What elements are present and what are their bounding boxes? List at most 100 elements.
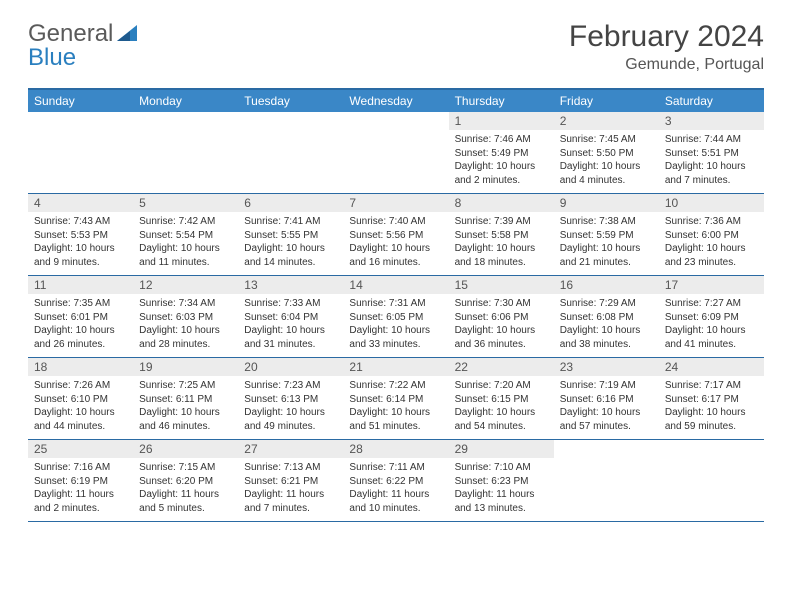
day-number: 20 bbox=[238, 358, 343, 376]
day1-text: Daylight: 10 hours bbox=[665, 160, 758, 174]
day-details: Sunrise: 7:45 AMSunset: 5:50 PMDaylight:… bbox=[554, 130, 659, 193]
day-cell: 27Sunrise: 7:13 AMSunset: 6:21 PMDayligh… bbox=[238, 440, 343, 521]
day1-text: Daylight: 11 hours bbox=[455, 488, 548, 502]
sunrise-text: Sunrise: 7:41 AM bbox=[244, 215, 337, 229]
sunrise-text: Sunrise: 7:22 AM bbox=[349, 379, 442, 393]
day1-text: Daylight: 11 hours bbox=[34, 488, 127, 502]
day-number: 23 bbox=[554, 358, 659, 376]
day2-text: and 10 minutes. bbox=[349, 502, 442, 516]
sunrise-text: Sunrise: 7:10 AM bbox=[455, 461, 548, 475]
sunset-text: Sunset: 5:51 PM bbox=[665, 147, 758, 161]
day-number: 8 bbox=[449, 194, 554, 212]
page-header: General Blue February 2024 Gemunde, Port… bbox=[28, 20, 764, 74]
day2-text: and 5 minutes. bbox=[139, 502, 232, 516]
weekday-header: Wednesday bbox=[343, 90, 448, 112]
day-details: Sunrise: 7:40 AMSunset: 5:56 PMDaylight:… bbox=[343, 212, 448, 275]
day1-text: Daylight: 10 hours bbox=[349, 324, 442, 338]
day2-text: and 16 minutes. bbox=[349, 256, 442, 270]
day1-text: Daylight: 10 hours bbox=[560, 324, 653, 338]
day-number: 14 bbox=[343, 276, 448, 294]
sunset-text: Sunset: 6:08 PM bbox=[560, 311, 653, 325]
day-details: Sunrise: 7:15 AMSunset: 6:20 PMDaylight:… bbox=[133, 458, 238, 521]
day1-text: Daylight: 10 hours bbox=[455, 406, 548, 420]
day1-text: Daylight: 10 hours bbox=[139, 324, 232, 338]
day2-text: and 46 minutes. bbox=[139, 420, 232, 434]
day2-text: and 23 minutes. bbox=[665, 256, 758, 270]
day-cell: 20Sunrise: 7:23 AMSunset: 6:13 PMDayligh… bbox=[238, 358, 343, 439]
sunrise-text: Sunrise: 7:16 AM bbox=[34, 461, 127, 475]
day-cell: 23Sunrise: 7:19 AMSunset: 6:16 PMDayligh… bbox=[554, 358, 659, 439]
day-cell: 16 Sunrise: 7:29 AMSunset: 6:08 PMDayligh… bbox=[554, 276, 659, 357]
sunset-text: Sunset: 6:16 PM bbox=[560, 393, 653, 407]
sunrise-text: Sunrise: 7:42 AM bbox=[139, 215, 232, 229]
sunrise-text: Sunrise: 7:44 AM bbox=[665, 133, 758, 147]
weekday-header: Monday bbox=[133, 90, 238, 112]
weekday-header: Sunday bbox=[28, 90, 133, 112]
sunset-text: Sunset: 6:19 PM bbox=[34, 475, 127, 489]
day-details: Sunrise: 7:33 AMSunset: 6:04 PMDaylight:… bbox=[238, 294, 343, 357]
day-cell: 3Sunrise: 7:44 AMSunset: 5:51 PMDaylight… bbox=[659, 112, 764, 193]
day-number: 21 bbox=[343, 358, 448, 376]
weekday-header: Friday bbox=[554, 90, 659, 112]
day-number: 16 bbox=[554, 276, 659, 294]
sunrise-text: Sunrise: 7:36 AM bbox=[665, 215, 758, 229]
day1-text: Daylight: 11 hours bbox=[349, 488, 442, 502]
logo-text-2: Blue bbox=[28, 44, 137, 72]
day2-text: and 59 minutes. bbox=[665, 420, 758, 434]
sunset-text: Sunset: 6:10 PM bbox=[34, 393, 127, 407]
day-number: 11 bbox=[28, 276, 133, 294]
sunrise-text: Sunrise: 7:34 AM bbox=[139, 297, 232, 311]
day2-text: and 21 minutes. bbox=[560, 256, 653, 270]
day2-text: and 36 minutes. bbox=[455, 338, 548, 352]
day2-text: and 49 minutes. bbox=[244, 420, 337, 434]
sunset-text: Sunset: 6:22 PM bbox=[349, 475, 442, 489]
day-cell: 22Sunrise: 7:20 AMSunset: 6:15 PMDayligh… bbox=[449, 358, 554, 439]
day-details: Sunrise: 7:39 AMSunset: 5:58 PMDaylight:… bbox=[449, 212, 554, 275]
sunrise-text: Sunrise: 7:17 AM bbox=[665, 379, 758, 393]
day1-text: Daylight: 10 hours bbox=[34, 406, 127, 420]
day-cell: 9Sunrise: 7:38 AMSunset: 5:59 PMDaylight… bbox=[554, 194, 659, 275]
weekday-header: Thursday bbox=[449, 90, 554, 112]
sunrise-text: Sunrise: 7:40 AM bbox=[349, 215, 442, 229]
sunrise-text: Sunrise: 7:26 AM bbox=[34, 379, 127, 393]
day-cell: 2Sunrise: 7:45 AMSunset: 5:50 PMDaylight… bbox=[554, 112, 659, 193]
day1-text: Daylight: 10 hours bbox=[560, 406, 653, 420]
sunset-text: Sunset: 6:13 PM bbox=[244, 393, 337, 407]
day2-text: and 33 minutes. bbox=[349, 338, 442, 352]
page-title: February 2024 bbox=[569, 20, 764, 54]
sunset-text: Sunset: 6:15 PM bbox=[455, 393, 548, 407]
sunrise-text: Sunrise: 7:29 AM bbox=[560, 297, 653, 311]
day-cell: 11Sunrise: 7:35 AMSunset: 6:01 PMDayligh… bbox=[28, 276, 133, 357]
day-details: Sunrise: 7:36 AMSunset: 6:00 PMDaylight:… bbox=[659, 212, 764, 275]
day2-text: and 14 minutes. bbox=[244, 256, 337, 270]
day2-text: and 2 minutes. bbox=[34, 502, 127, 516]
day-cell: 10Sunrise: 7:36 AMSunset: 6:00 PMDayligh… bbox=[659, 194, 764, 275]
day1-text: Daylight: 10 hours bbox=[244, 242, 337, 256]
day-cell: 29Sunrise: 7:10 AMSunset: 6:23 PMDayligh… bbox=[449, 440, 554, 521]
day-cell: 1Sunrise: 7:46 AMSunset: 5:49 PMDaylight… bbox=[449, 112, 554, 193]
weekday-header-row: Sunday Monday Tuesday Wednesday Thursday… bbox=[28, 90, 764, 112]
day-details: Sunrise: 7:11 AMSunset: 6:22 PMDaylight:… bbox=[343, 458, 448, 521]
logo: General Blue bbox=[28, 20, 137, 72]
day-number: 18 bbox=[28, 358, 133, 376]
day-cell: 26Sunrise: 7:15 AMSunset: 6:20 PMDayligh… bbox=[133, 440, 238, 521]
weekday-header: Tuesday bbox=[238, 90, 343, 112]
day-details: Sunrise: 7:20 AMSunset: 6:15 PMDaylight:… bbox=[449, 376, 554, 439]
day2-text: and 26 minutes. bbox=[34, 338, 127, 352]
day-number: 2 bbox=[554, 112, 659, 130]
day2-text: and 2 minutes. bbox=[455, 174, 548, 188]
day2-text: and 7 minutes. bbox=[665, 174, 758, 188]
day2-text: and 31 minutes. bbox=[244, 338, 337, 352]
day1-text: Daylight: 10 hours bbox=[665, 406, 758, 420]
day2-text: and 57 minutes. bbox=[560, 420, 653, 434]
day-details: Sunrise: 7:13 AMSunset: 6:21 PMDaylight:… bbox=[238, 458, 343, 521]
day1-text: Daylight: 10 hours bbox=[34, 324, 127, 338]
day-details: Sunrise: 7:10 AMSunset: 6:23 PMDaylight:… bbox=[449, 458, 554, 521]
day-cell: 19Sunrise: 7:25 AMSunset: 6:11 PMDayligh… bbox=[133, 358, 238, 439]
sunrise-text: Sunrise: 7:39 AM bbox=[455, 215, 548, 229]
day-number: 26 bbox=[133, 440, 238, 458]
sunset-text: Sunset: 6:20 PM bbox=[139, 475, 232, 489]
day-cell: 25Sunrise: 7:16 AMSunset: 6:19 PMDayligh… bbox=[28, 440, 133, 521]
day1-text: Daylight: 11 hours bbox=[244, 488, 337, 502]
sunset-text: Sunset: 5:59 PM bbox=[560, 229, 653, 243]
